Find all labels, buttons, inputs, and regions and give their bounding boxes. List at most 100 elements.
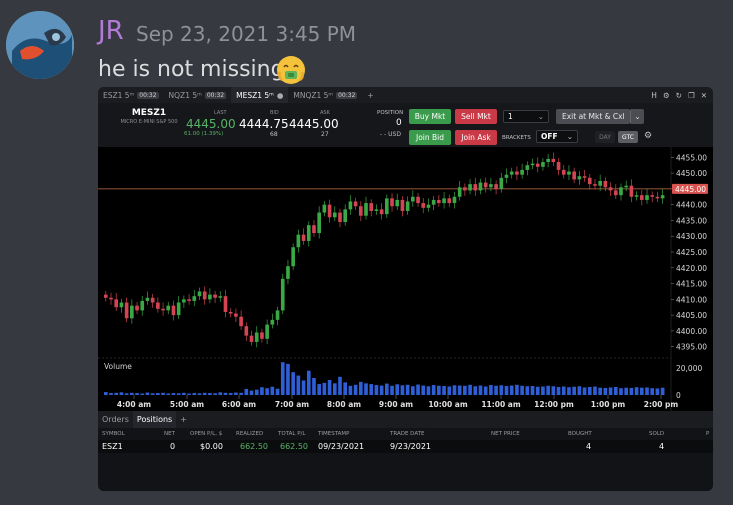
volume-bar (541, 386, 545, 395)
buy-market-button[interactable]: Buy Mkt (409, 109, 451, 124)
volume-bar (556, 386, 561, 395)
col-open-pl[interactable]: OPEN P/L, $ (190, 431, 223, 437)
volume-bar (489, 385, 493, 395)
volume-bar (499, 385, 504, 395)
tab-esz1[interactable]: ESZ1 5ᵐ 00:32 (98, 87, 164, 103)
candle (556, 162, 561, 170)
volume-bar (463, 385, 467, 395)
tab-mesz1[interactable]: MESZ1 5ᵐ ● (231, 87, 289, 103)
table-row[interactable]: ESZ1 0 $0.00 662.50 662.50 09/23/2021 9/… (98, 440, 713, 453)
candle (442, 198, 446, 204)
candle (197, 291, 202, 297)
candle (577, 176, 582, 180)
tab-orders[interactable]: Orders (102, 415, 129, 424)
tab-label: MESZ1 5ᵐ (236, 90, 274, 100)
volume-bar (109, 393, 113, 395)
volume-bar (182, 392, 186, 395)
volume-bar (358, 381, 363, 395)
candle (535, 163, 540, 167)
volume-bar (478, 385, 483, 395)
candle (223, 296, 228, 312)
refresh-icon[interactable]: ↻ (675, 90, 682, 100)
screenshot-attachment[interactable]: ESZ1 5ᵐ 00:32 NQZ1 5ᵐ 00:32 MESZ1 5ᵐ ● MNQZ… (98, 87, 713, 491)
join-bid-button[interactable]: Join Bid (409, 130, 451, 145)
col-symbol[interactable]: SYMBOL (102, 431, 125, 437)
col-bought[interactable]: BOUGHT (568, 431, 592, 437)
symbol-name[interactable]: MESZ1 (131, 108, 167, 118)
volume-bar (104, 392, 108, 395)
col-timestamp[interactable]: TIMESTAMP (318, 431, 350, 437)
candle (150, 297, 155, 303)
sell-market-button[interactable]: Sell Mkt (455, 109, 497, 124)
volume-bar (197, 393, 202, 395)
volume-bar (280, 362, 285, 395)
volume-bar (332, 383, 337, 395)
candle (249, 335, 254, 342)
candle (395, 199, 400, 207)
candle (515, 171, 519, 175)
author-name[interactable]: JR (98, 16, 124, 46)
col-net[interactable]: NET (164, 431, 175, 437)
candle (603, 180, 608, 188)
positions-tab-bar: Orders Positions + (98, 411, 713, 428)
volume-bar (150, 393, 155, 395)
candle (124, 302, 129, 319)
position-usd: - - USD (380, 131, 401, 138)
volume-bar (270, 386, 275, 395)
col-net-price[interactable]: NET PRICE (491, 431, 520, 437)
col-realized[interactable]: REALIZED (236, 431, 264, 437)
join-ask-button[interactable]: Join Ask (455, 130, 497, 145)
volume-bar (327, 379, 332, 395)
candle (645, 195, 649, 200)
col-total-pl[interactable]: TOTAL P/L (278, 431, 306, 437)
tab-positions[interactable]: Positions (132, 411, 177, 428)
volume-bar (385, 383, 389, 395)
copy-icon[interactable]: ❐ (687, 90, 695, 100)
tab-nqz1[interactable]: NQZ1 5ᵐ 00:32 (164, 87, 232, 103)
candle (494, 184, 498, 189)
volume-bar (504, 386, 509, 395)
last-price: 4445.00 (186, 117, 236, 131)
volume-bar (598, 387, 602, 395)
quantity-value: 1 (508, 112, 513, 121)
tab-mnqz1[interactable]: MNQZ1 5ᵐ 00:32 (288, 87, 362, 103)
tab-dot: ● (276, 90, 284, 100)
gear-icon[interactable]: ⚙ (662, 90, 670, 100)
col-p[interactable]: P (706, 431, 710, 437)
candle (483, 182, 488, 188)
candle (208, 294, 212, 300)
candle (364, 203, 368, 216)
volume-bar (312, 378, 316, 395)
h-button[interactable]: H (651, 90, 657, 100)
volume-bar (239, 392, 243, 395)
time-tick-label: 5:00 am (170, 400, 204, 409)
brackets-select[interactable]: OFF ⌄ (536, 130, 578, 143)
volume-bar (213, 393, 217, 395)
col-sold[interactable]: SOLD (649, 431, 665, 437)
candle (437, 199, 441, 204)
ask-size: 27 (321, 131, 329, 138)
volume-bar (447, 386, 452, 395)
add-tab-button[interactable]: + (367, 90, 374, 100)
volume-bar (561, 386, 566, 395)
col-trade-date[interactable]: TRADE DATE (390, 431, 425, 437)
money-mouth-face-icon (277, 56, 305, 84)
add-panel-button[interactable]: + (180, 415, 187, 424)
volume-bar (234, 392, 238, 395)
close-icon[interactable]: ✕ (700, 90, 707, 100)
gtc-toggle[interactable]: GTC (618, 131, 638, 143)
price-chart[interactable]: 4455.00 4450.00 4445.00 4440.00 4435.00 4430.… (98, 147, 713, 411)
exit-dropdown-chevron-icon[interactable]: ⌄ (630, 109, 644, 124)
candle (489, 184, 493, 188)
exit-market-cancel-button[interactable]: Exit at Mkt & Cxl (556, 109, 630, 124)
candle (254, 332, 259, 342)
candle (504, 174, 509, 178)
candle (520, 169, 524, 175)
volume-bar (645, 387, 649, 395)
day-toggle[interactable]: DAY (595, 131, 615, 143)
avatar[interactable] (6, 11, 74, 79)
position-label: POSITION (377, 110, 404, 116)
candle (280, 278, 285, 311)
quantity-select[interactable]: 1 ⌄ (503, 110, 549, 123)
gear-icon[interactable]: ⚙ (644, 131, 653, 141)
